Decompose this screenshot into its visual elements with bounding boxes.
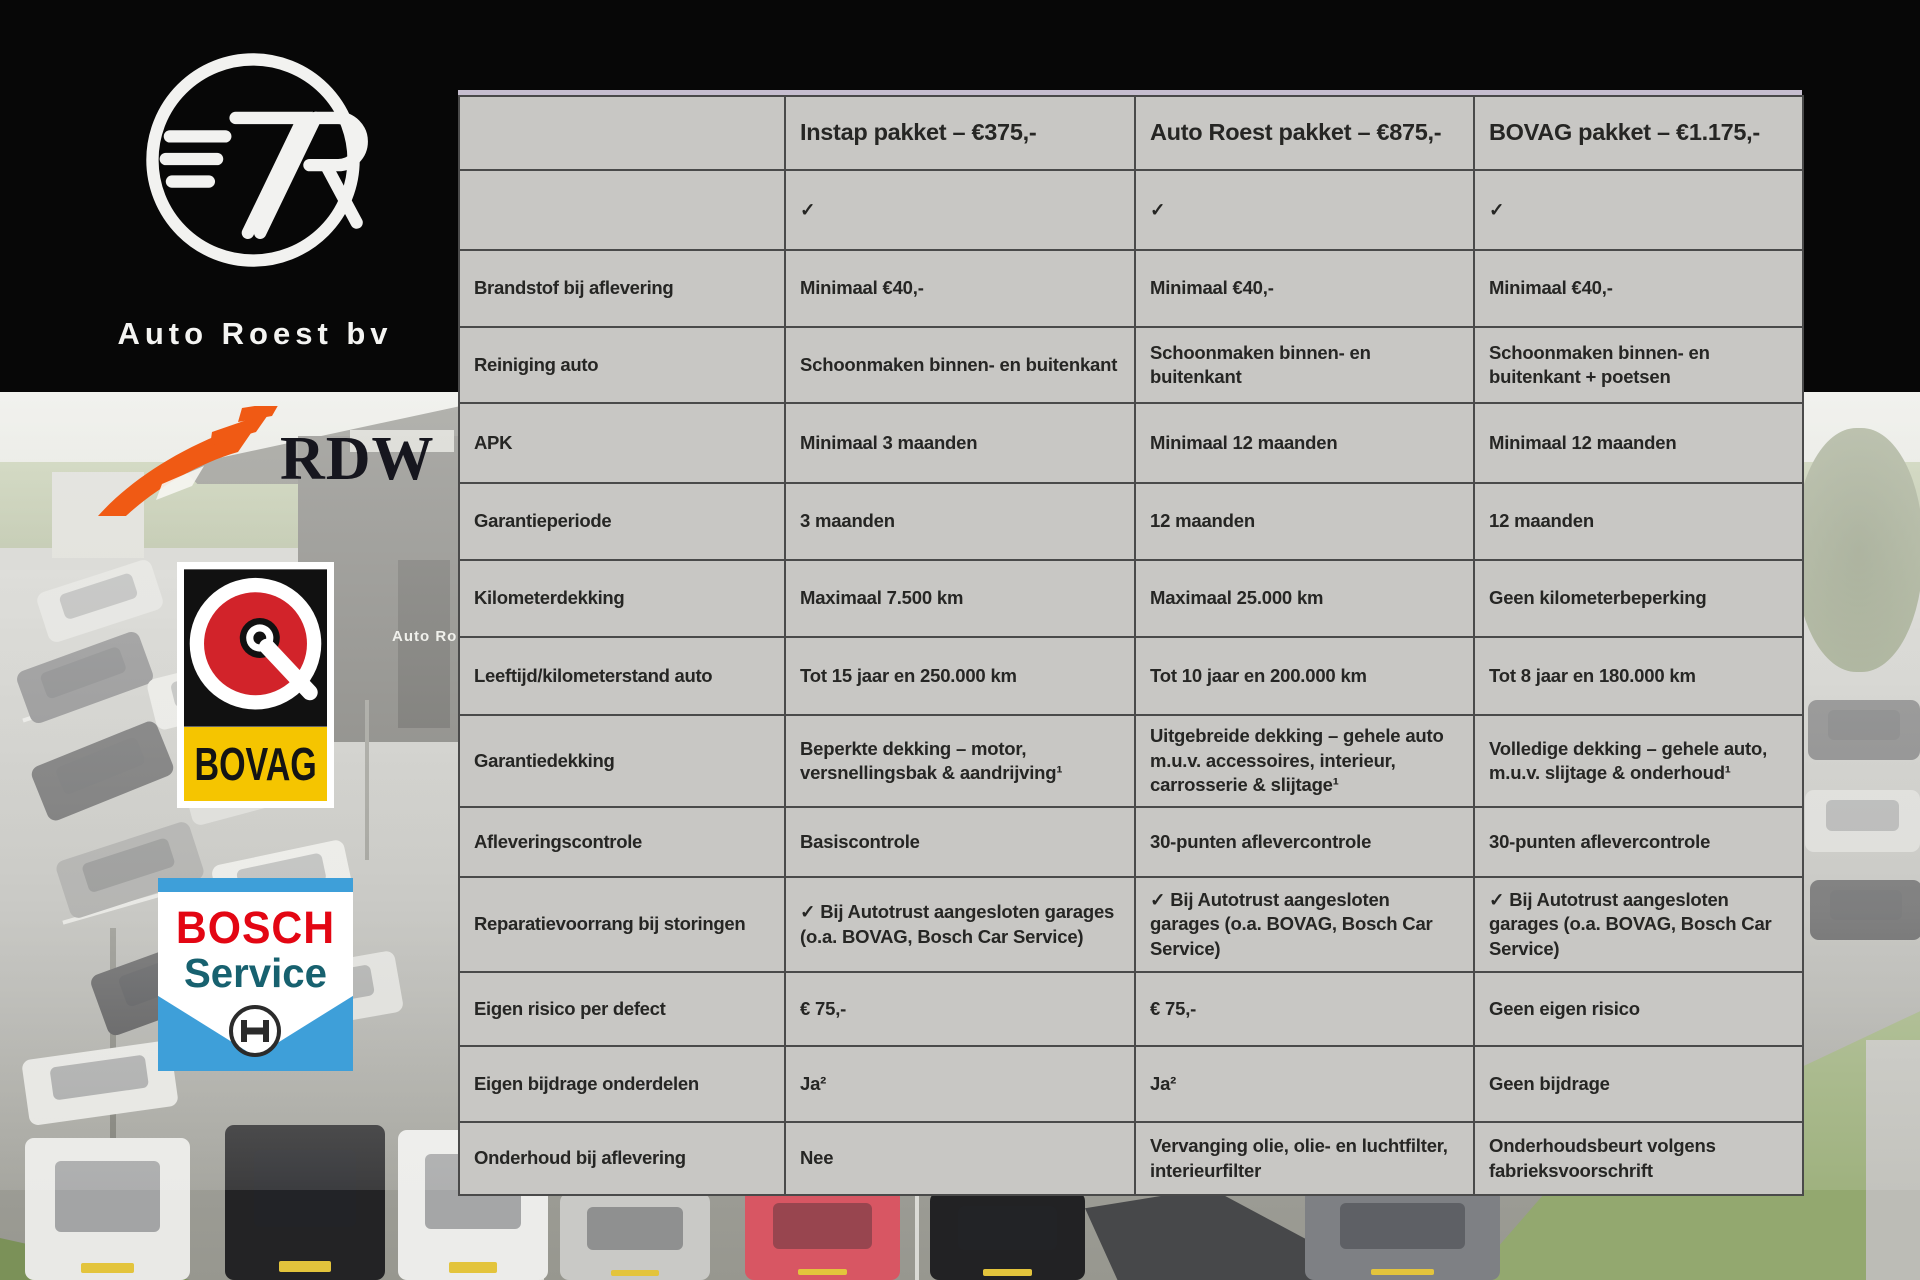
table-cell: Maximaal 25.000 km [1134, 559, 1475, 638]
bovag-text: BOVAG [194, 738, 317, 790]
row-label: Garantiedekking [458, 714, 786, 808]
table-cell: Minimaal €40,- [1134, 249, 1475, 328]
packages-comparison-table: Instap pakket – €375,- Auto Roest pakket… [458, 90, 1804, 1196]
table-cell: Minimaal €40,- [784, 249, 1136, 328]
row-label: Leeftijd/kilometerstand auto [458, 636, 786, 716]
table-row: Kilometerdekking Maximaal 7.500 km Maxim… [458, 559, 1804, 638]
table-cell: ✓ Bij Autotrust aangesloten garages (o.a… [1473, 876, 1804, 973]
table-row: Brandstof bij aflevering Minimaal €40,- … [458, 249, 1804, 328]
table-row: ✓ ✓ ✓ [458, 169, 1804, 251]
cell-check: ✓ [1473, 169, 1804, 251]
table-cell: Minimaal €40,- [1473, 249, 1804, 328]
bovag-yellow-bar: BOVAG [184, 727, 327, 801]
rdw-wing-icon [98, 406, 278, 516]
table-row: Reiniging auto Schoonmaken binnen- en bu… [458, 326, 1804, 404]
table-cell: Geen bijdrage [1473, 1045, 1804, 1123]
table-cell: Minimaal 12 maanden [1473, 402, 1804, 484]
table-cell: Maximaal 7.500 km [784, 559, 1136, 638]
bovag-emblem-icon [184, 569, 327, 727]
table-row: Eigen risico per defect € 75,- € 75,- Ge… [458, 971, 1804, 1047]
table-row: Reparatievoorrang bij storingen ✓ Bij Au… [458, 876, 1804, 973]
row-label: Kilometerdekking [458, 559, 786, 638]
row-label: Eigen bijdrage onderdelen [458, 1045, 786, 1123]
row-label: Eigen risico per defect [458, 971, 786, 1047]
rdw-logo: RDW [92, 406, 434, 524]
table-row: Onderhoud bij aflevering Nee Vervanging … [458, 1121, 1804, 1196]
table-cell: Basiscontrole [784, 806, 1136, 878]
car-shape [1305, 1188, 1500, 1280]
table-cell: ✓ Bij Autotrust aangesloten garages (o.a… [1134, 876, 1475, 973]
auto-roest-logo [135, 42, 371, 278]
table-cell: Beperkte dekking – motor, versnellingsba… [784, 714, 1136, 808]
header-instap-pakket: Instap pakket – €375,- [784, 95, 1136, 171]
bosch-text: BOSCH [175, 902, 336, 953]
table-row: Leeftijd/kilometerstand auto Tot 15 jaar… [458, 636, 1804, 716]
row-label: Garantieperiode [458, 482, 786, 561]
car-shape [930, 1192, 1085, 1280]
table-row: Afleveringscontrole Basiscontrole 30-pun… [458, 806, 1804, 878]
row-label: Onderhoud bij aflevering [458, 1121, 786, 1196]
brand-name: Auto Roest bv [117, 316, 393, 351]
table-cell: € 75,- [784, 971, 1136, 1047]
table-cell: 12 maanden [1134, 482, 1475, 561]
cell-check: ✓ [784, 169, 1136, 251]
row-label: Reparatievoorrang bij storingen [458, 876, 786, 973]
table-header-row: Instap pakket – €375,- Auto Roest pakket… [458, 95, 1804, 171]
table-cell: Schoonmaken binnen- en buitenkant + poet… [1473, 326, 1804, 404]
table-cell: Ja² [784, 1045, 1136, 1123]
parking-line [915, 1195, 919, 1280]
cell-check: ✓ [1134, 169, 1475, 251]
row-label: Reiniging auto [458, 326, 786, 404]
table-row: Garantieperiode 3 maanden 12 maanden 12 … [458, 482, 1804, 561]
bosch-service-logo: BOSCH Service [158, 878, 353, 1071]
table-cell: Schoonmaken binnen- en buitenkant [1134, 326, 1475, 404]
table-cell: Tot 15 jaar en 250.000 km [784, 636, 1136, 716]
table-cell: Geen kilometerbeperking [1473, 559, 1804, 638]
table-cell: 30-punten aflevercontrole [1134, 806, 1475, 878]
bosch-armature-icon [229, 1005, 281, 1057]
table-cell: € 75,- [1134, 971, 1475, 1047]
table-cell: Uitgebreide dekking – gehele auto m.u.v.… [1134, 714, 1475, 808]
rdw-text: RDW [280, 425, 435, 493]
table-cell: 12 maanden [1473, 482, 1804, 561]
bosch-service-text: Service [184, 950, 327, 996]
row-label: Brandstof bij aflevering [458, 249, 786, 328]
table-cell: ✓ Bij Autotrust aangesloten garages (o.a… [784, 876, 1136, 973]
header-auto-roest-pakket: Auto Roest pakket – €875,- [1134, 95, 1475, 171]
table-cell: Minimaal 12 maanden [1134, 402, 1475, 484]
table-row: APK Minimaal 3 maanden Minimaal 12 maand… [458, 402, 1804, 484]
header-bovag-pakket: BOVAG pakket – €1.175,- [1473, 95, 1804, 171]
car-shape [745, 1188, 900, 1280]
row-label [458, 169, 786, 251]
table-cell: Tot 8 jaar en 180.000 km [1473, 636, 1804, 716]
table-row: Garantiedekking Beperkte dekking – motor… [458, 714, 1804, 808]
table-cell: 3 maanden [784, 482, 1136, 561]
car-shape [560, 1193, 710, 1280]
table-cell: Volledige dekking – gehele auto, m.u.v. … [1473, 714, 1804, 808]
bovag-logo: BOVAG [177, 562, 334, 808]
table-cell: Minimaal 3 maanden [784, 402, 1136, 484]
header-empty [458, 95, 786, 171]
table-row: Eigen bijdrage onderdelen Ja² Ja² Geen b… [458, 1045, 1804, 1123]
row-label: APK [458, 402, 786, 484]
table-cell: Schoonmaken binnen- en buitenkant [784, 326, 1136, 404]
table-cell: Geen eigen risico [1473, 971, 1804, 1047]
table-cell: Ja² [1134, 1045, 1475, 1123]
7r-monogram-icon [146, 53, 368, 267]
table-cell: Tot 10 jaar en 200.000 km [1134, 636, 1475, 716]
table-cell: Vervanging olie, olie- en luchtfilter, i… [1134, 1121, 1475, 1196]
table-cell: Nee [784, 1121, 1136, 1196]
table-cell: 30-punten aflevercontrole [1473, 806, 1804, 878]
table-cell: Onderhoudsbeurt volgens fabrieksvoorschr… [1473, 1121, 1804, 1196]
packages-table: Instap pakket – €375,- Auto Roest pakket… [458, 95, 1804, 1196]
row-label: Afleveringscontrole [458, 806, 786, 878]
